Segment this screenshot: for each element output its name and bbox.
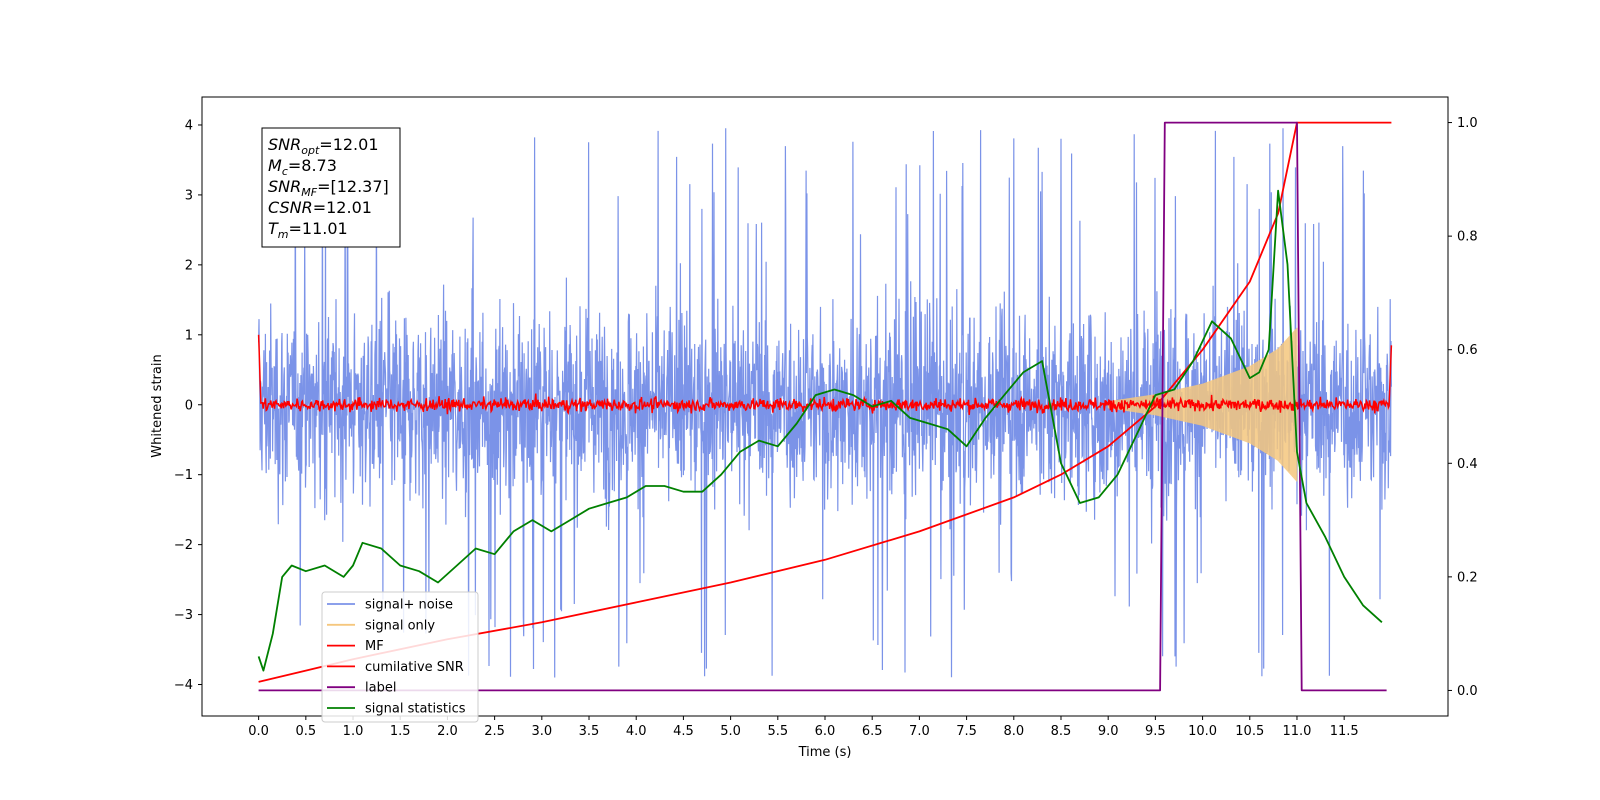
stats-symbol: SNR [268, 177, 301, 196]
stats-line: CSNR=12.01 [268, 198, 372, 217]
stats-line: Tm=11.01 [268, 219, 348, 241]
y-tick-label: −2 [174, 538, 193, 553]
stats-subscript: opt [301, 144, 320, 157]
stats-box-frame [261, 127, 401, 248]
x-tick-label: 11.0 [1282, 724, 1311, 739]
y2-tick-label: 1.0 [1457, 116, 1478, 131]
series-mf [257, 334, 1393, 415]
x-tick-label: 4.0 [626, 724, 647, 739]
x-tick-label: 1.0 [343, 724, 364, 739]
stats-value: =12.01 [319, 135, 378, 154]
legend-label: cumilative SNR [365, 660, 464, 675]
series-signal-noise [258, 128, 1392, 678]
y-axis-left: 4 3 2 1 0 −1 −2 −3 −4 [174, 118, 202, 693]
x-tick-label: 9.5 [1145, 724, 1166, 739]
x-tick-label: 7.0 [909, 724, 930, 739]
x-tick-label: 11.5 [1330, 724, 1359, 739]
stats-subscript: MF [301, 186, 317, 199]
y-tick-label: 1 [185, 328, 193, 343]
x-tick-label: 1.5 [390, 724, 411, 739]
y-axis-label: Whitened strain [150, 354, 165, 457]
x-tick-label: 6.0 [815, 724, 836, 739]
stats-value: =12.01 [313, 198, 372, 217]
stats-value: =11.01 [289, 219, 348, 238]
x-tick-label: 0.0 [248, 724, 269, 739]
y-tick-label: −4 [174, 678, 193, 693]
stats-value: =[12.37] [317, 177, 389, 196]
x-tick-label: 6.5 [862, 724, 883, 739]
legend-label: label [365, 681, 396, 696]
x-axis: 0.0 0.5 1.0 1.5 2.0 2.5 3.0 3.5 4.0 4.5 5.0 5.5 6.0 6… [248, 716, 1359, 739]
x-tick-label: 10.5 [1235, 724, 1264, 739]
x-tick-label: 0.5 [295, 724, 316, 739]
y-tick-label: −3 [174, 608, 193, 623]
x-tick-label: 4.5 [673, 724, 694, 739]
y-tick-label: 3 [185, 188, 193, 203]
legend-label: signal only [365, 618, 435, 633]
series-label [258, 121, 1387, 692]
legend-label: MF [365, 639, 384, 654]
series-signal-statistics [257, 189, 1383, 672]
x-tick-label: 9.0 [1098, 724, 1119, 739]
y2-tick-label: 0.0 [1457, 684, 1478, 699]
stats-value: =8.73 [288, 156, 337, 175]
x-tick-label: 3.0 [531, 724, 552, 739]
x-tick-label: 3.5 [579, 724, 600, 739]
y-tick-label: −1 [174, 468, 193, 483]
stats-symbol: CSNR [268, 198, 313, 217]
stats-symbol: T [268, 219, 279, 238]
legend-label: signal+ noise [365, 598, 453, 613]
y2-tick-label: 0.8 [1457, 230, 1478, 245]
y-tick-label: 4 [185, 118, 193, 133]
x-axis-label: Time (s) [798, 745, 852, 760]
x-tick-label: 5.0 [720, 724, 741, 739]
legend-frame [321, 591, 479, 723]
x-tick-label: 5.5 [767, 724, 788, 739]
y-tick-label: 2 [185, 258, 193, 273]
legend-label: signal statistics [365, 702, 466, 717]
y2-tick-label: 0.2 [1457, 570, 1478, 585]
y-axis-right: 1.0 0.8 0.6 0.4 0.2 0.0 [1448, 116, 1478, 699]
y2-tick-label: 0.6 [1457, 343, 1478, 358]
x-tick-label: 10.0 [1188, 724, 1217, 739]
x-tick-label: 2.0 [437, 724, 458, 739]
stats-symbol: M [268, 156, 282, 175]
stats-box: SNRopt=12.01Mc=8.73SNRMF=[12.37]CSNR=12.… [261, 127, 401, 248]
legend: signal+ noise signal only MF cumilative SNR… [321, 591, 479, 723]
stats-symbol: SNR [268, 135, 301, 154]
x-tick-label: 7.5 [956, 724, 977, 739]
stats-subscript: c [282, 165, 288, 178]
y2-tick-label: 0.4 [1457, 457, 1478, 472]
x-tick-label: 8.5 [1051, 724, 1072, 739]
x-tick-label: 8.0 [1003, 724, 1024, 739]
stats-subscript: m [278, 228, 289, 241]
x-tick-label: 2.5 [484, 724, 505, 739]
stats-line: Mc=8.73 [268, 156, 337, 178]
stats-line: SNRMF=[12.37] [268, 177, 389, 199]
stats-line: SNRopt=12.01 [268, 135, 379, 157]
y-tick-label: 0 [185, 398, 193, 413]
